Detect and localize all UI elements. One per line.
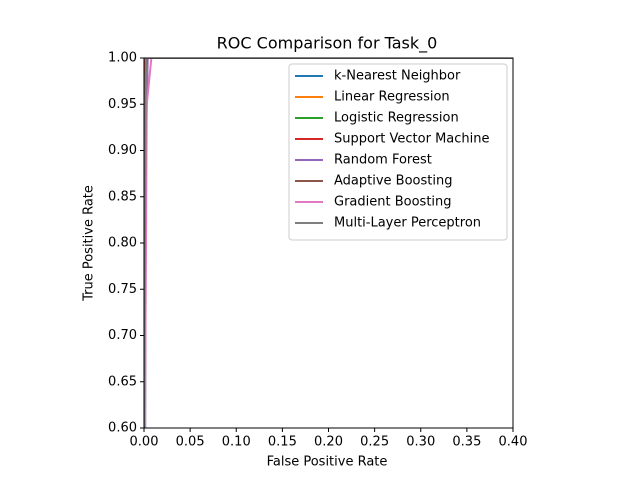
y-tick-label: 0.85	[108, 189, 137, 204]
legend-label: Linear Regression	[334, 90, 450, 105]
y-tick-label: 0.70	[108, 328, 137, 343]
legend-label: Logistic Regression	[334, 111, 459, 126]
legend-label: Multi-Layer Perceptron	[334, 216, 481, 231]
legend-label: Gradient Boosting	[334, 195, 452, 210]
legend-label: Adaptive Boosting	[334, 174, 452, 189]
x-tick-label: 0.25	[360, 435, 389, 450]
legend-label: Support Vector Machine	[334, 132, 490, 147]
y-tick-label: 0.65	[108, 374, 137, 389]
x-tick-label: 0.30	[406, 435, 435, 450]
legend-label: Random Forest	[334, 153, 432, 168]
y-tick-label: 0.95	[108, 97, 137, 112]
y-tick-label: 0.80	[108, 236, 137, 251]
x-tick-label: 0.05	[176, 435, 205, 450]
x-tick-label: 0.20	[314, 435, 343, 450]
x-tick-label: 0.35	[452, 435, 481, 450]
y-axis-label: True Positive Rate	[82, 185, 97, 302]
x-tick-label: 0.10	[222, 435, 251, 450]
x-axis-label: False Positive Rate	[267, 455, 388, 470]
roc-line	[144, 58, 513, 428]
plot-lines	[144, 58, 513, 428]
x-tick-label: 0.00	[130, 435, 159, 450]
chart-title: ROC Comparison for Task_0	[217, 34, 438, 54]
roc-line	[144, 58, 513, 428]
x-tick-label: 0.40	[499, 435, 528, 450]
legend-label: k-Nearest Neighbor	[334, 69, 461, 84]
x-tick-label: 0.15	[268, 435, 297, 450]
legend-box	[288, 63, 508, 241]
y-tick-label: 0.90	[108, 143, 137, 158]
y-tick-label: 0.75	[108, 282, 137, 297]
y-tick-label: 1.00	[108, 51, 137, 66]
y-tick-label: 0.60	[108, 421, 137, 436]
